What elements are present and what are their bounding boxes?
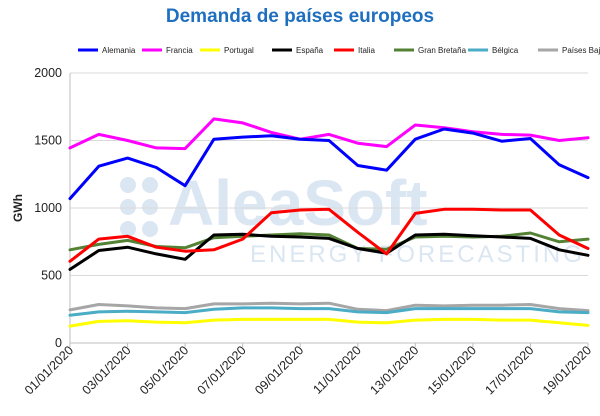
x-tick-label: 11/01/2020: [310, 343, 364, 397]
watermark-dot: [120, 177, 136, 193]
watermark-brand: AleaSoft: [168, 167, 428, 239]
legend-label: Bélgica: [492, 46, 519, 55]
x-tick-label: 15/01/2020: [425, 343, 479, 397]
y-axis-title: GWh: [11, 194, 25, 222]
series-group: [68, 117, 590, 328]
legend-label: España: [296, 46, 324, 55]
watermark-dot: [142, 221, 158, 237]
x-tick-label: 03/01/2020: [80, 343, 134, 397]
legend-label: Francia: [166, 46, 193, 55]
x-tick-label: 05/01/2020: [137, 343, 191, 397]
watermark-dot: [142, 199, 158, 215]
watermark-dot: [142, 177, 158, 193]
y-tick-label: 500: [41, 269, 62, 283]
watermark: AleaSoft ENERGY FORECASTING: [120, 167, 585, 268]
y-tick-label: 1000: [34, 201, 62, 215]
y-tick-label: 0: [55, 336, 62, 350]
watermark-dot: [120, 199, 136, 215]
x-tick-label: 07/01/2020: [195, 343, 249, 397]
y-tick-label: 2000: [34, 66, 62, 80]
series-line-francia: [68, 117, 590, 151]
x-tick-label: 19/01/2020: [540, 343, 594, 397]
series-line-alemania: [68, 127, 590, 201]
legend-label: Alemania: [102, 46, 136, 55]
legend-label: Países Bajos: [562, 46, 600, 55]
series-line-países-bajos: [68, 301, 590, 313]
chart-title: Demanda de países europeos: [165, 6, 435, 27]
series-line-españa: [68, 232, 590, 271]
x-tick-label: 17/01/2020: [482, 343, 536, 397]
legend-label: Portugal: [224, 46, 254, 55]
x-tick-label: 13/01/2020: [367, 343, 421, 397]
watermark-tagline: ENERGY FORECASTING: [250, 241, 585, 268]
y-tick-label: 1500: [34, 134, 62, 148]
series-line-italia: [68, 207, 590, 263]
x-tick-label: 09/01/2020: [252, 343, 306, 397]
legend-label: Italia: [358, 46, 375, 55]
legend-label: Gran Bretaña: [418, 46, 467, 55]
legend: Alemania Francia Portugal España Italia Gran …: [78, 46, 600, 55]
watermark-dot: [120, 221, 136, 237]
series-line-bélgica: [68, 306, 590, 317]
series-line-portugal: [68, 317, 590, 328]
x-tick-label: 01/01/2020: [22, 343, 76, 397]
